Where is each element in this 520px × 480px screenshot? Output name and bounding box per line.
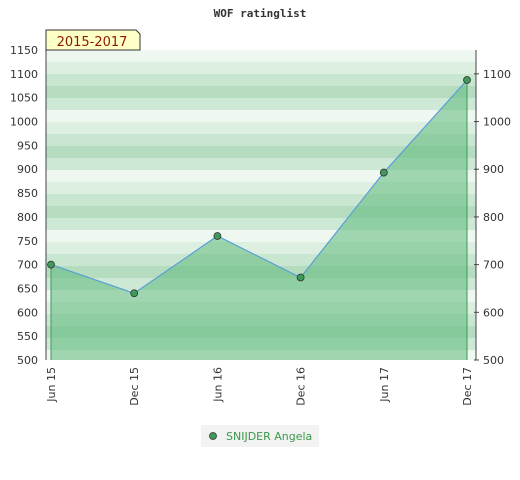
y-tick-left: 800 bbox=[17, 211, 38, 224]
grid-band bbox=[46, 122, 476, 134]
grid-band bbox=[46, 62, 476, 74]
y-tick-left: 1000 bbox=[10, 116, 38, 129]
y-tick-left: 700 bbox=[17, 259, 38, 272]
legend-marker-icon bbox=[209, 432, 217, 440]
y-tick-left: 600 bbox=[17, 306, 38, 319]
y-tick-left: 750 bbox=[17, 235, 38, 248]
badge-label: 2015-2017 bbox=[57, 35, 128, 50]
x-tick-label: Jun 15 bbox=[45, 367, 58, 403]
line-layer bbox=[50, 79, 468, 294]
y-tick-left: 500 bbox=[17, 354, 38, 367]
data-point[interactable] bbox=[213, 232, 222, 240]
grid-band bbox=[46, 170, 476, 182]
chart-title: WOF ratinglist bbox=[214, 7, 307, 20]
y-tick-left: 850 bbox=[17, 187, 38, 200]
axes: 500 550 600 650 700 750 800 850 900 950 1000 1050 11… bbox=[10, 44, 511, 406]
y-tick-left: 900 bbox=[17, 163, 38, 176]
series-area bbox=[51, 80, 467, 361]
y-tick-left: 650 bbox=[17, 282, 38, 295]
y-tick-right: 800 bbox=[483, 211, 504, 224]
y-tick-right: 1100 bbox=[483, 68, 511, 81]
y-tick-right: 500 bbox=[483, 354, 504, 367]
data-point[interactable] bbox=[379, 168, 388, 177]
grid-band bbox=[46, 146, 476, 158]
y-tick-left: 1150 bbox=[10, 44, 38, 57]
y-tick-right: 1000 bbox=[483, 116, 511, 129]
series-line bbox=[50, 79, 468, 294]
x-tick-label: Dec 17 bbox=[461, 367, 474, 406]
y-tick-left: 550 bbox=[17, 330, 38, 343]
grid-band bbox=[46, 98, 476, 110]
data-point[interactable] bbox=[463, 76, 471, 84]
x-tick-label: Dec 15 bbox=[128, 367, 141, 406]
period-badge: 2015-2017 bbox=[45, 29, 141, 51]
y-tick-left: 1100 bbox=[10, 68, 38, 81]
data-point[interactable] bbox=[296, 273, 305, 282]
grid-band bbox=[46, 110, 476, 122]
data-point[interactable] bbox=[130, 289, 139, 298]
grid-band bbox=[46, 158, 476, 170]
y-tick-left: 1050 bbox=[10, 92, 38, 105]
y-tick-right: 700 bbox=[483, 259, 504, 272]
y-tick-right: 900 bbox=[483, 163, 504, 176]
y-tick-left: 950 bbox=[17, 139, 38, 152]
markers bbox=[47, 76, 471, 298]
grid-band bbox=[46, 74, 476, 86]
x-tick-label: Jun 17 bbox=[378, 367, 391, 403]
x-tick-label: Dec 16 bbox=[295, 367, 308, 406]
badge-box bbox=[45, 29, 141, 51]
x-tick-label: Jun 16 bbox=[211, 367, 224, 403]
y-tick-right: 600 bbox=[483, 306, 504, 319]
grid-band bbox=[46, 50, 476, 62]
grid-band bbox=[46, 86, 476, 98]
area-layer bbox=[50, 80, 468, 361]
data-point[interactable] bbox=[47, 260, 55, 269]
legend-box bbox=[201, 425, 319, 447]
grid-band bbox=[46, 134, 476, 146]
legend[interactable]: SNIJDER Angela bbox=[201, 425, 319, 447]
legend-series-label[interactable]: SNIJDER Angela bbox=[226, 430, 312, 443]
